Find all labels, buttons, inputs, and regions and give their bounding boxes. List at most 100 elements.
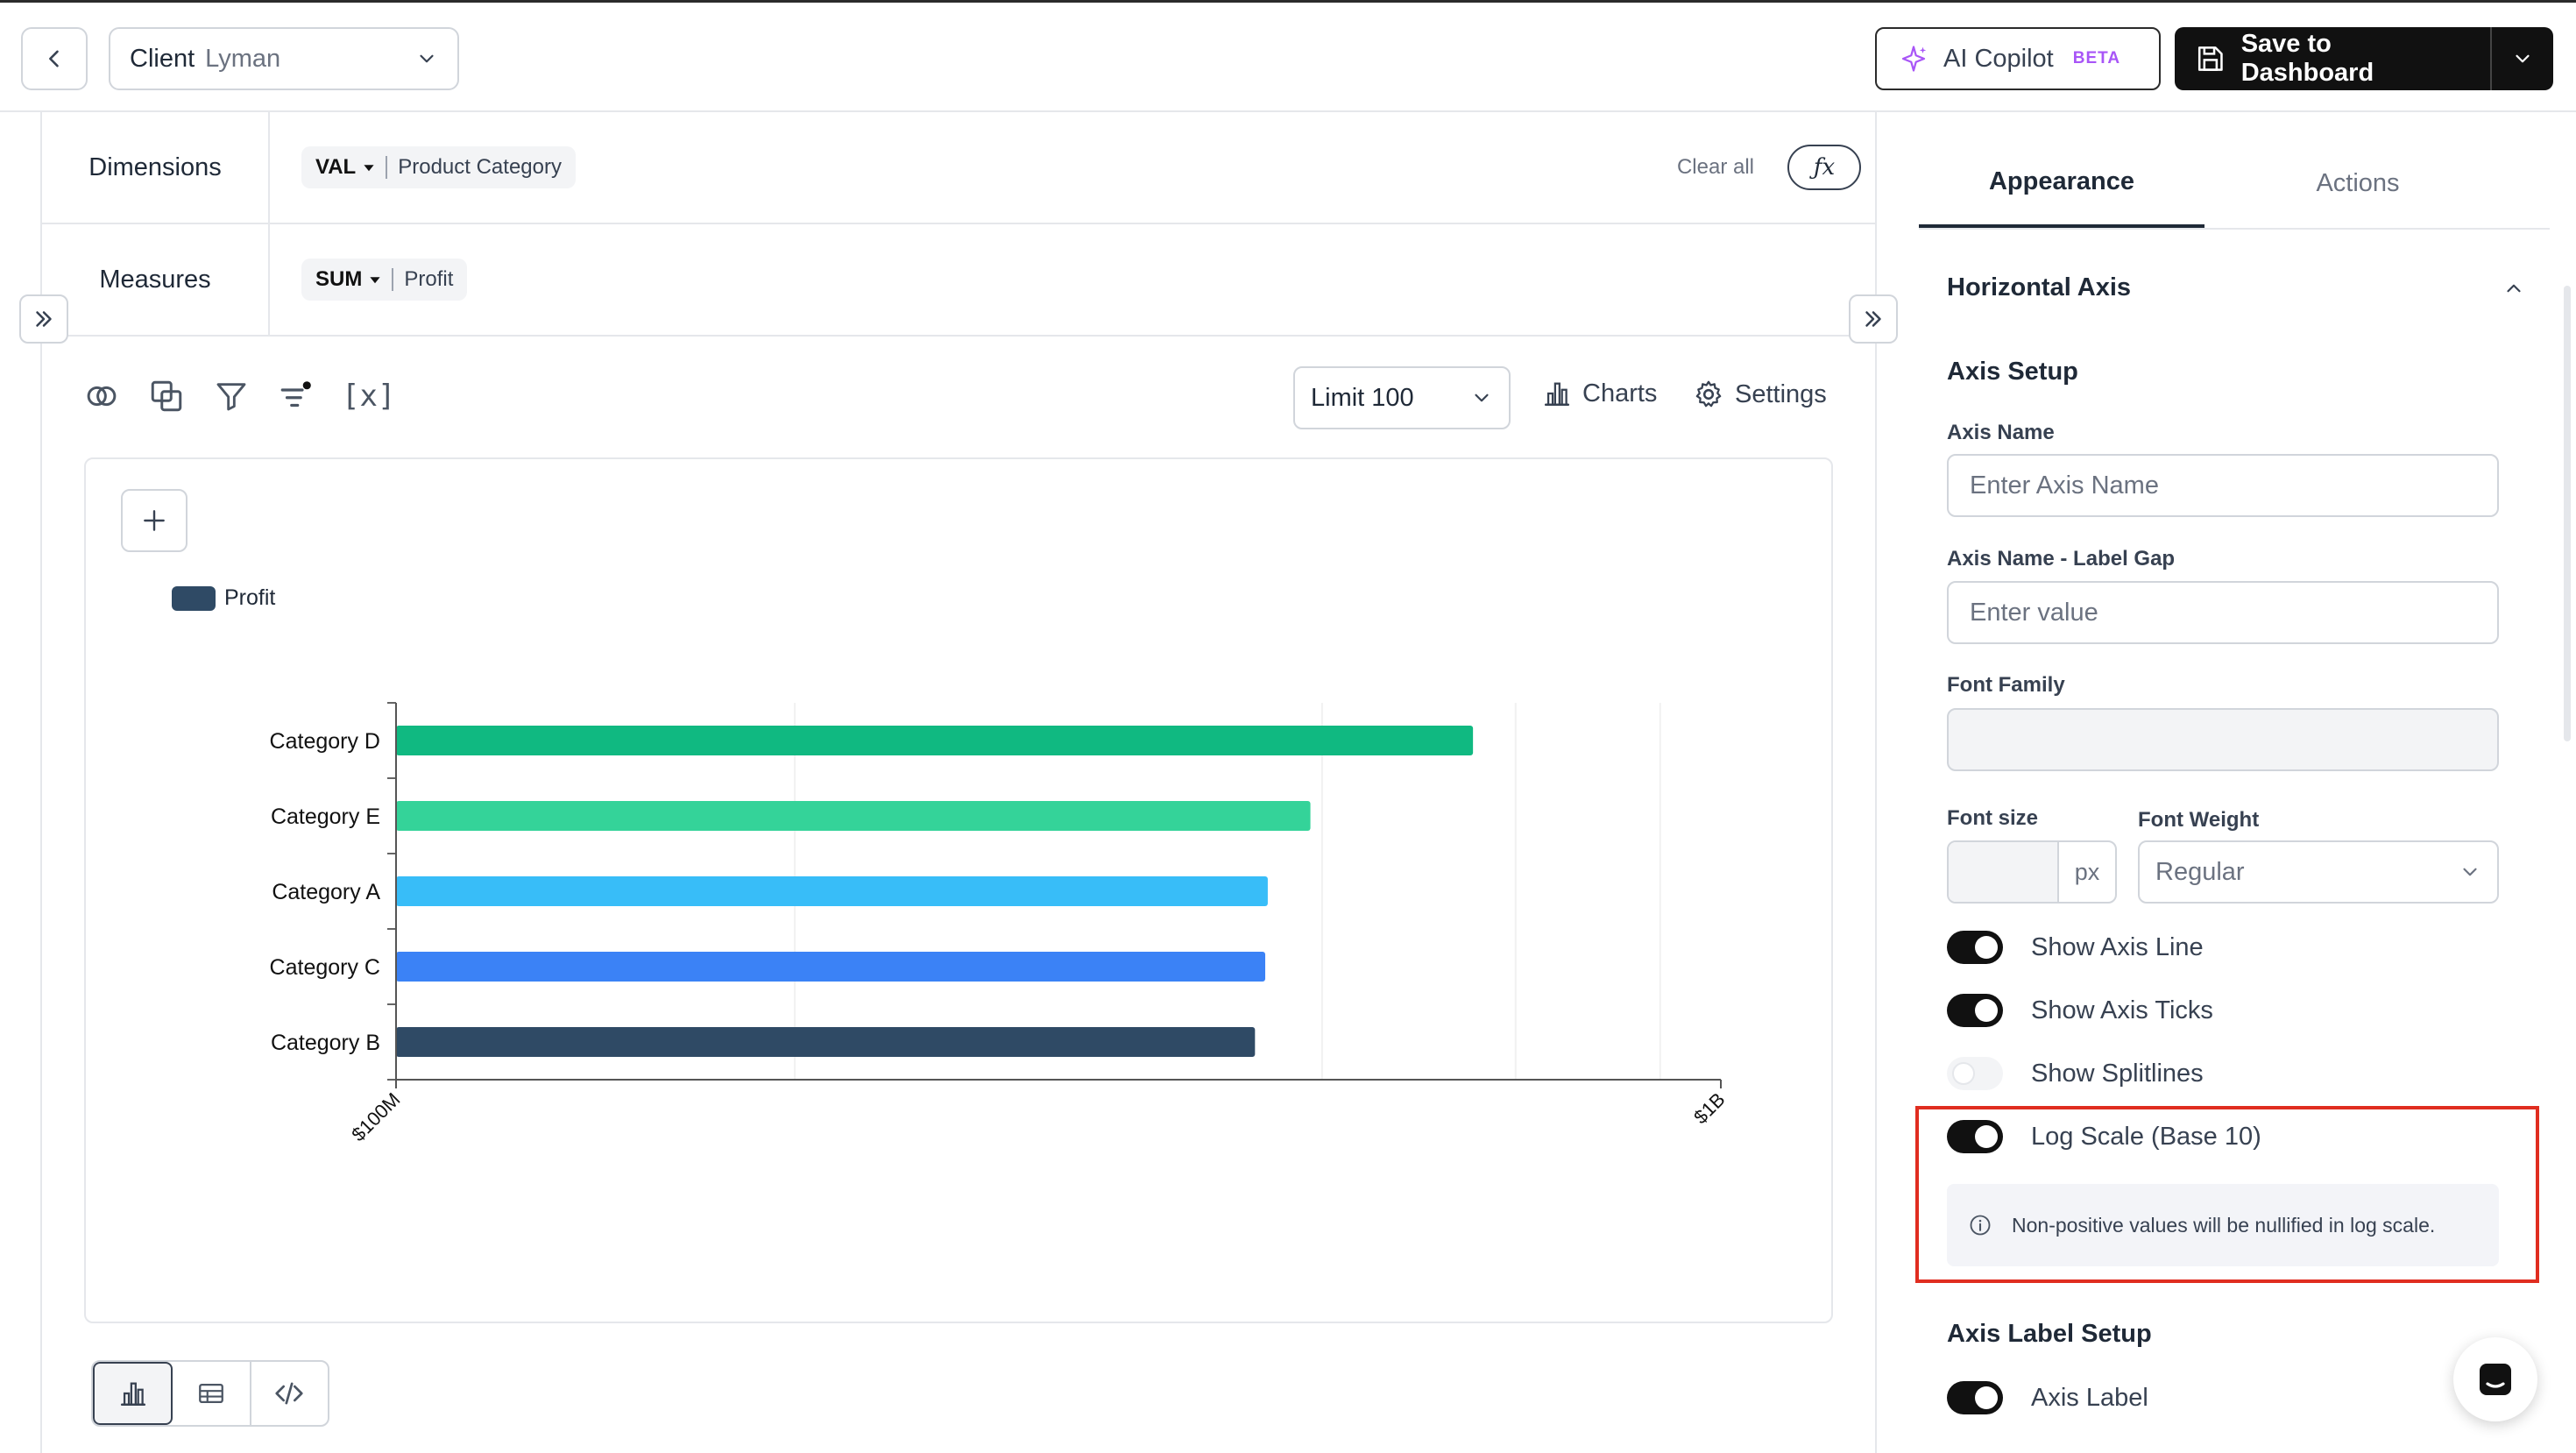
dimension-agg-label: VAL <box>315 155 357 179</box>
label-gap-input[interactable]: Enter value <box>1947 581 2499 644</box>
charts-button[interactable]: Charts <box>1542 379 1657 408</box>
double-chevron-right-icon <box>36 311 52 327</box>
show-splitlines-label: Show Splitlines <box>2031 1059 2204 1088</box>
dimension-agg-dropdown[interactable]: VAL <box>315 155 375 180</box>
chart-legend[interactable]: Profit <box>172 585 275 611</box>
font-size-field[interactable] <box>1949 842 2057 902</box>
filter-button[interactable] <box>212 377 251 415</box>
font-family-select[interactable] <box>1947 708 2499 771</box>
font-family-label: Font Family <box>1947 673 2065 697</box>
chart-view-button[interactable] <box>93 1362 173 1425</box>
layers-icon <box>151 380 182 412</box>
ai-copilot-button[interactable]: AI Copilot BETA <box>1875 27 2161 90</box>
log-scale-info-text: Non-positive values will be nullified in… <box>2012 1214 2436 1237</box>
bar <box>396 801 1311 831</box>
chevron-down-icon <box>1475 393 1489 402</box>
tab-appearance[interactable]: Appearance <box>1919 138 2204 228</box>
collapse-right-panel-button[interactable] <box>1849 294 1898 344</box>
bar-chart-icon <box>120 1382 145 1407</box>
settings-label: Settings <box>1735 379 1827 408</box>
save-to-dashboard-label: Save to Dashboard <box>2240 30 2374 87</box>
top-bar: Client Lyman AI Copilot BETA Save to Das… <box>0 0 2576 112</box>
bar <box>396 1027 1256 1057</box>
join-button[interactable] <box>82 377 121 415</box>
chat-icon <box>2480 1364 2511 1395</box>
save-options-dropdown[interactable] <box>2490 27 2553 90</box>
measure-agg-dropdown[interactable]: SUM <box>315 267 381 292</box>
info-icon <box>1970 1215 1991 1236</box>
settings-scrollbar[interactable] <box>2564 286 2571 741</box>
font-weight-select[interactable]: Regular <box>2138 840 2499 904</box>
tab-actions[interactable]: Actions <box>2316 168 2400 197</box>
settings-panel: Appearance Actions Horizontal Axis Axis … <box>1879 112 2576 1453</box>
axis-label-setup-title: Axis Label Setup <box>1947 1320 2152 1348</box>
font-size-input[interactable]: px <box>1947 840 2117 904</box>
show-axis-line-toggle[interactable] <box>1947 931 2003 964</box>
axis-setup-title: Axis Setup <box>1947 358 2078 386</box>
font-weight-value: Regular <box>2155 857 2245 886</box>
measure-pill[interactable]: SUM Profit <box>301 259 468 301</box>
chevron-down-icon <box>2463 868 2477 876</box>
bar <box>396 876 1268 906</box>
chat-support-button[interactable] <box>2453 1337 2537 1421</box>
chevron-left-icon <box>49 50 59 67</box>
dimension-pill[interactable]: VAL Product Category <box>301 146 576 188</box>
variables-button[interactable]: [x] <box>342 377 395 415</box>
chart-card: Profit Category D Category E Category A Cat… <box>84 457 1833 1323</box>
legend-swatch <box>172 585 216 611</box>
add-button[interactable] <box>121 489 188 552</box>
horizontal-axis-section-header[interactable]: Horizontal Axis <box>1947 273 2525 302</box>
client-select-label: Client <box>130 44 195 73</box>
query-builder-panel: Dimensions VAL Product Category Clear al… <box>40 112 1877 1453</box>
measures-label: Measures <box>42 224 270 335</box>
font-size-unit: px <box>2057 842 2115 902</box>
log-scale-row: Log Scale (Base 10) <box>1947 1120 2261 1153</box>
back-button[interactable] <box>21 27 88 90</box>
gear-icon <box>1695 380 1722 408</box>
expand-left-button[interactable] <box>19 294 68 344</box>
log-scale-toggle[interactable] <box>1947 1120 2003 1153</box>
show-axis-ticks-row: Show Axis Ticks <box>1947 994 2213 1027</box>
bar <box>396 952 1266 982</box>
measure-agg-label: SUM <box>315 267 363 291</box>
clear-all-button[interactable]: Clear all <box>1676 155 1754 179</box>
bar-chart-icon <box>1544 382 1570 407</box>
filter-icon <box>216 383 246 411</box>
save-to-dashboard-button[interactable]: Save to Dashboard <box>2175 27 2490 90</box>
save-icon <box>2197 46 2223 71</box>
settings-button[interactable]: Settings <box>1693 379 1827 410</box>
show-splitlines-toggle[interactable] <box>1947 1057 2003 1090</box>
highlight-box <box>1915 1106 2539 1283</box>
client-select[interactable]: Client Lyman <box>109 27 459 90</box>
show-splitlines-row: Show Splitlines <box>1947 1057 2204 1090</box>
code-view-button[interactable] <box>251 1362 328 1425</box>
category-label: Category D <box>270 729 380 754</box>
axis-name-input[interactable]: Enter Axis Name <box>1947 454 2499 517</box>
join-icon <box>87 386 117 407</box>
union-button[interactable] <box>147 377 186 415</box>
log-scale-label: Log Scale (Base 10) <box>2031 1122 2261 1151</box>
axis-label-toggle[interactable] <box>1947 1381 2003 1414</box>
fx-icon: ƒx <box>1813 154 1836 181</box>
measures-shelf: Measures SUM Profit <box>42 224 1877 337</box>
double-chevron-right-icon <box>1865 311 1881 327</box>
dimensions-shelf: Dimensions VAL Product Category Clear al… <box>42 112 1877 224</box>
table-view-button[interactable] <box>173 1362 251 1425</box>
view-toggle <box>91 1360 329 1427</box>
measure-field-label: Profit <box>404 267 454 291</box>
category-label: Category A <box>272 880 380 904</box>
show-axis-line-row: Show Axis Line <box>1947 931 2204 964</box>
settings-tabs: Appearance Actions <box>1919 138 2550 230</box>
sort-button[interactable] <box>277 377 315 415</box>
beta-badge: BETA <box>2072 49 2121 67</box>
limit-select[interactable]: Limit 100 <box>1293 366 1511 429</box>
axis-label-row: Axis Label <box>1947 1381 2148 1414</box>
formula-button[interactable]: ƒx <box>1787 145 1861 190</box>
category-label: Category B <box>271 1031 380 1055</box>
show-axis-ticks-toggle[interactable] <box>1947 994 2003 1027</box>
x-tick-label: $1B <box>1689 1088 1729 1128</box>
limit-value: Limit 100 <box>1311 383 1414 412</box>
sparkle-icon <box>1901 46 1927 72</box>
category-label: Category E <box>271 804 380 829</box>
label-gap-label: Axis Name - Label Gap <box>1947 547 2176 571</box>
